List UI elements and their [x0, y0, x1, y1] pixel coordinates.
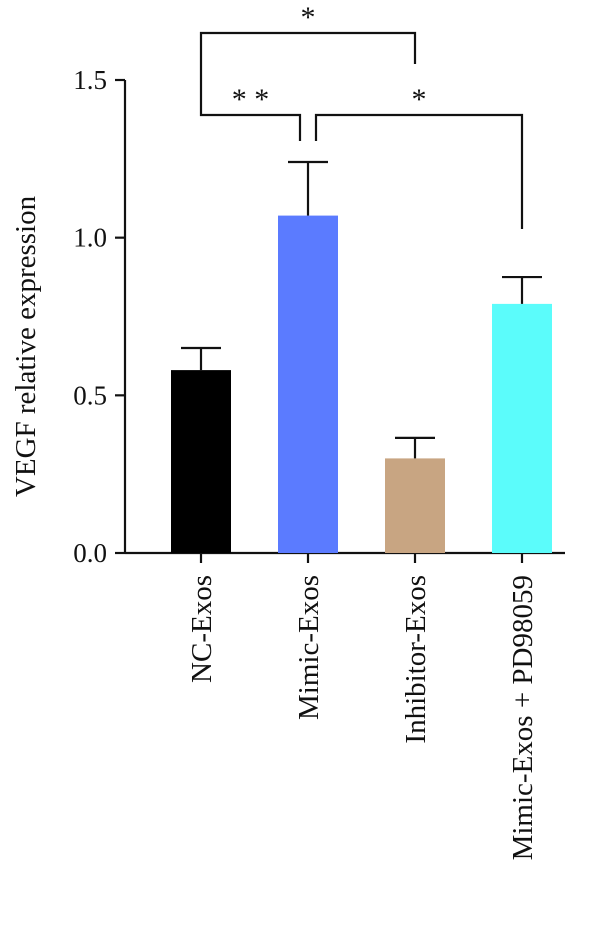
category-labels: NC-Exos Mimic-Exos Inhibitor-Exos Mimic-Exo… [186, 553, 539, 860]
bar [385, 458, 445, 553]
bar [171, 370, 231, 553]
significance-bracket [199, 31, 417, 94]
bar [278, 215, 338, 554]
x-tick-label: Mimic-Exos [293, 575, 325, 720]
axes: 0.0 0.5 1.0 1.5 VEGF relative expression [10, 65, 565, 568]
error-bars [181, 160, 542, 459]
bar [492, 303, 552, 553]
significance-brackets: * * * * [199, 1, 524, 229]
significance-label: * [301, 1, 316, 34]
x-tick-label: NC-Exos [186, 575, 218, 683]
x-tick-label: Mimic-Exos + PD98059 [507, 575, 539, 860]
significance-label: * [412, 83, 427, 116]
y-tick-label: 0.0 [73, 538, 107, 568]
y-tick-label: 1.0 [73, 223, 107, 253]
significance-bracket [199, 94, 302, 141]
y-tick-label: 1.5 [73, 65, 107, 95]
significance-bracket [314, 113, 524, 229]
bars [171, 215, 552, 554]
y-axis-label: VEGF relative expression [10, 195, 42, 497]
x-tick-label: Inhibitor-Exos [400, 575, 432, 744]
significance-label: * * [232, 83, 270, 116]
y-ticks: 0.0 0.5 1.0 1.5 [73, 65, 125, 568]
y-tick-label: 0.5 [73, 380, 107, 410]
